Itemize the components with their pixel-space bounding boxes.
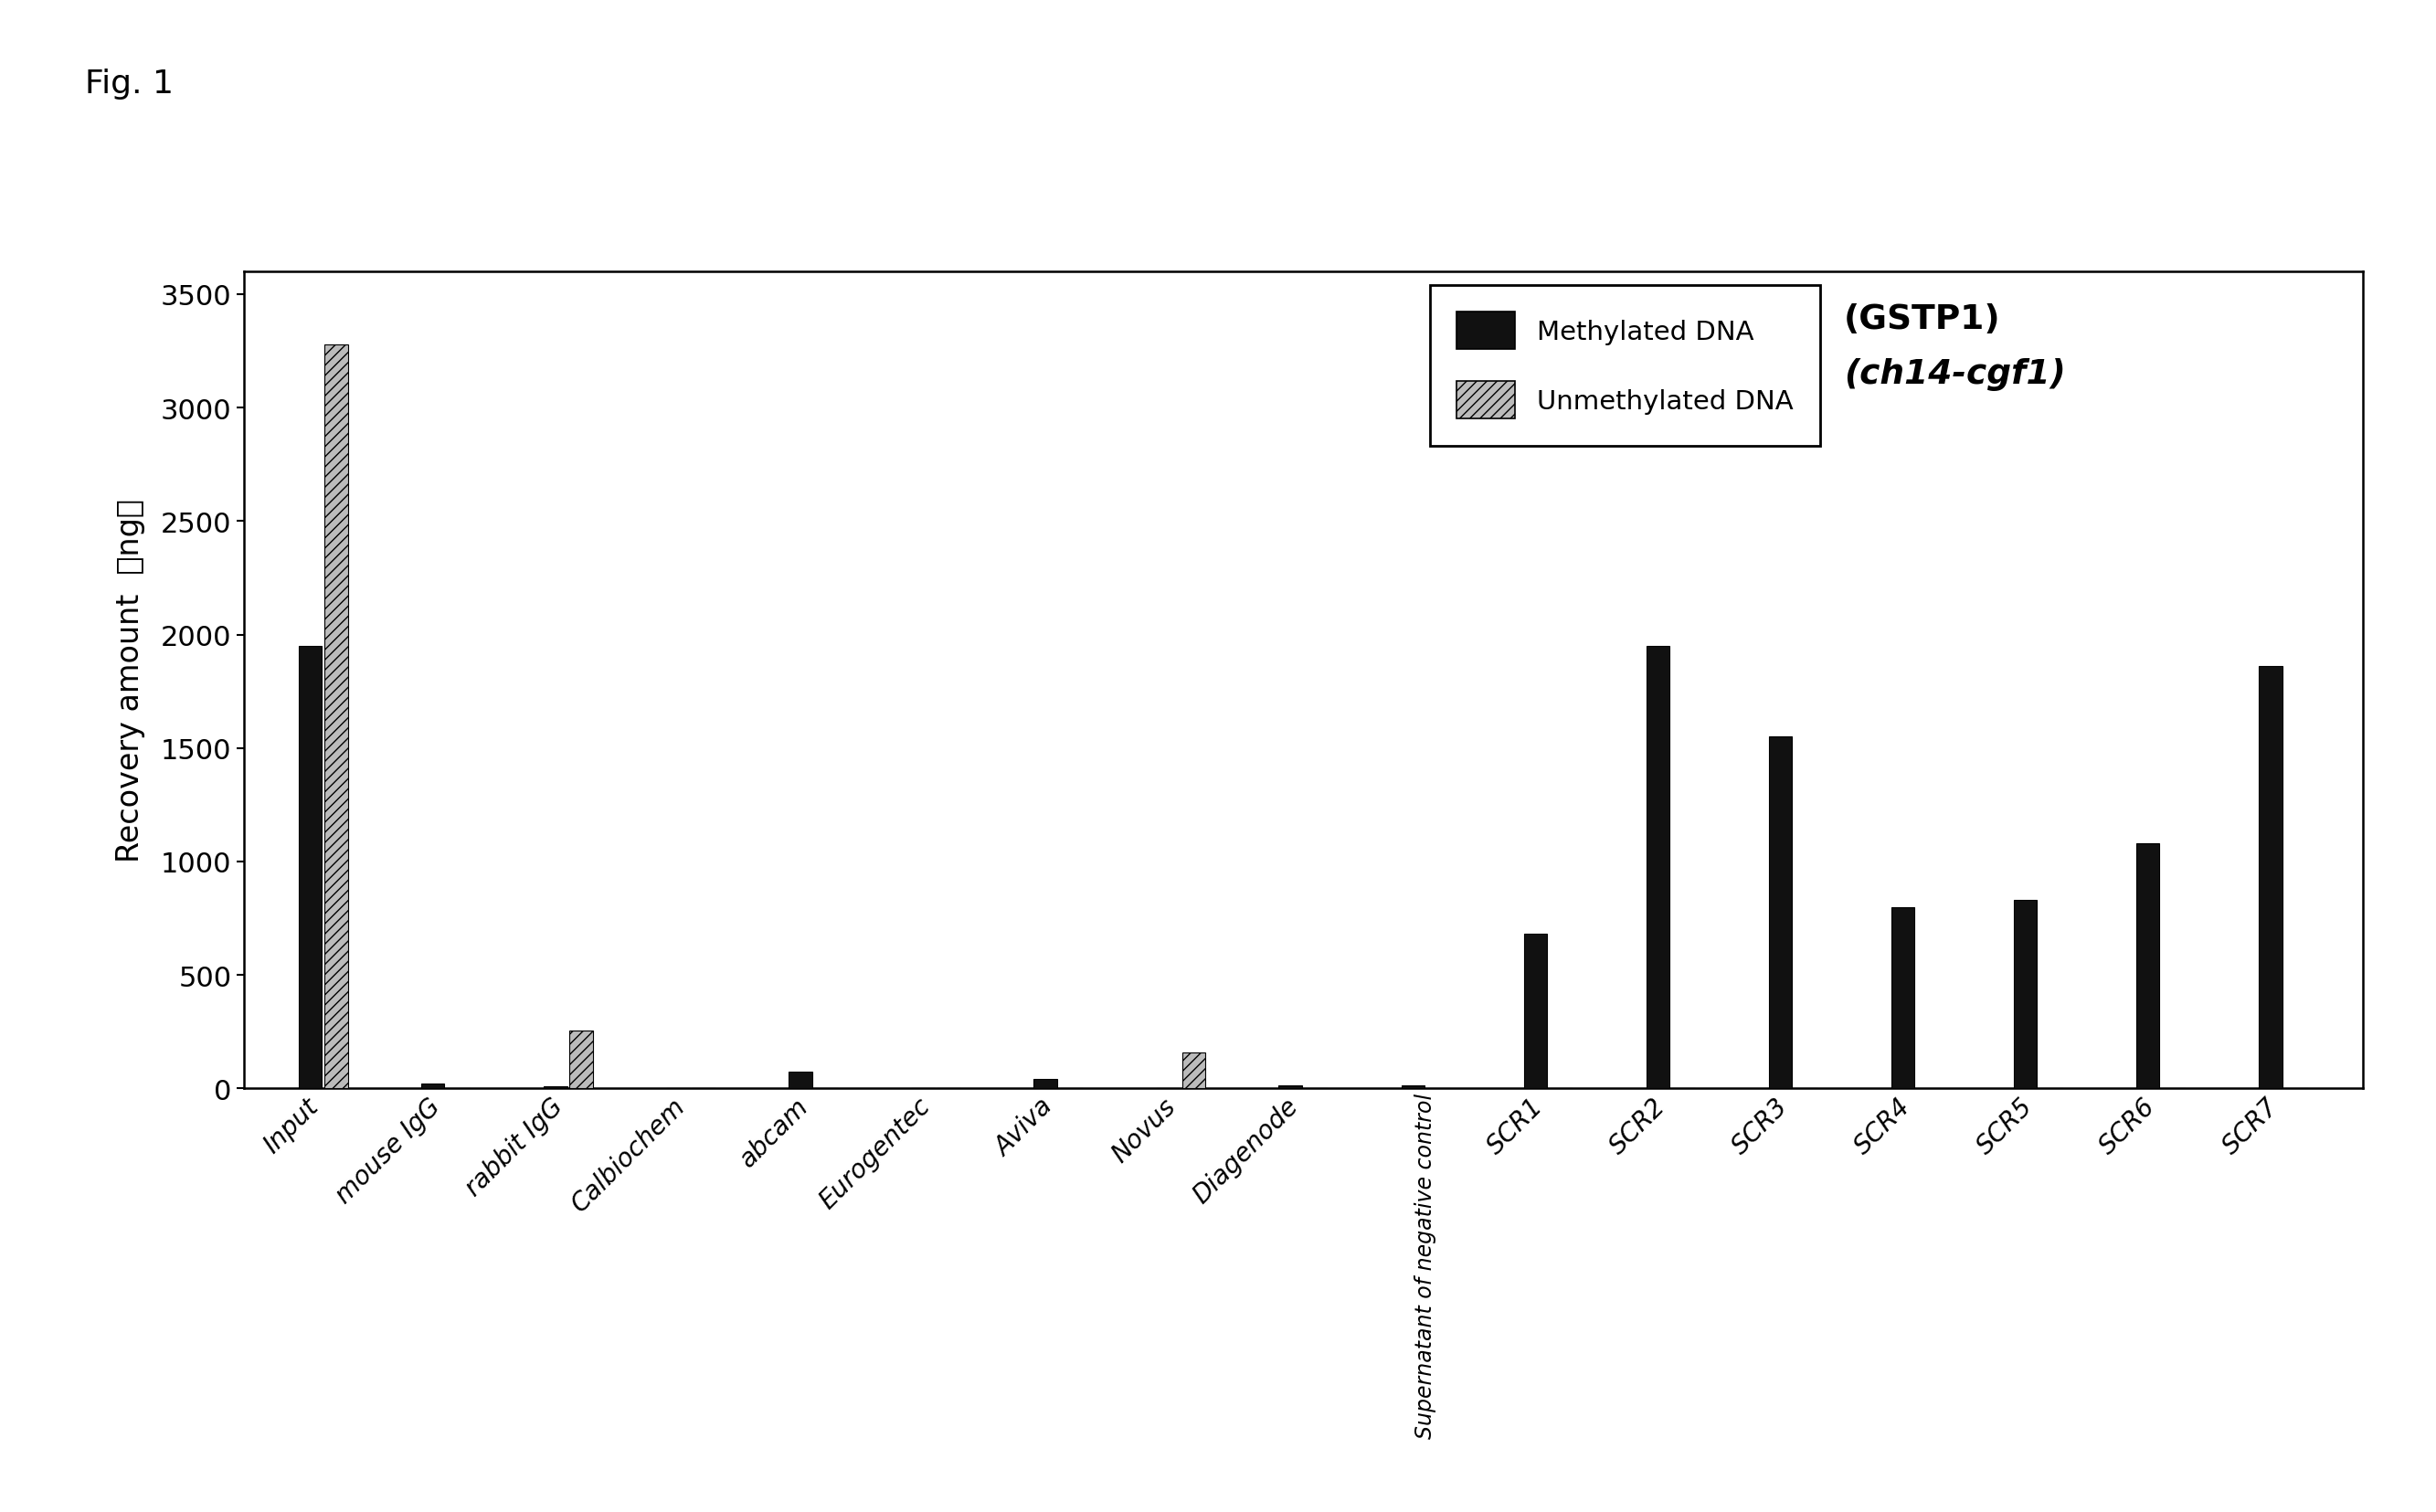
Bar <box>1647 647 1669 1089</box>
Bar <box>421 1084 443 1089</box>
Bar <box>543 1086 568 1089</box>
Bar <box>1401 1086 1425 1089</box>
Bar <box>1525 934 1547 1089</box>
Bar <box>570 1031 592 1089</box>
Bar <box>789 1072 811 1089</box>
Bar <box>1769 738 1793 1089</box>
Bar <box>1033 1080 1057 1089</box>
Bar <box>1890 907 1915 1089</box>
Text: Fig. 1: Fig. 1 <box>85 68 173 100</box>
Bar <box>1181 1052 1206 1089</box>
Text: (GSTP1): (GSTP1) <box>1844 302 2000 336</box>
Y-axis label: Recovery amount  （ng）: Recovery amount （ng） <box>114 499 146 862</box>
Bar <box>1279 1086 1301 1089</box>
Bar <box>2015 900 2036 1089</box>
Bar <box>2258 667 2283 1089</box>
Bar <box>2136 844 2161 1089</box>
Legend: Methylated DNA, Unmethylated DNA: Methylated DNA, Unmethylated DNA <box>1430 286 1820 446</box>
Bar <box>300 647 322 1089</box>
Bar <box>324 345 348 1089</box>
Text: (ch14-cgf1): (ch14-cgf1) <box>1844 358 2066 390</box>
